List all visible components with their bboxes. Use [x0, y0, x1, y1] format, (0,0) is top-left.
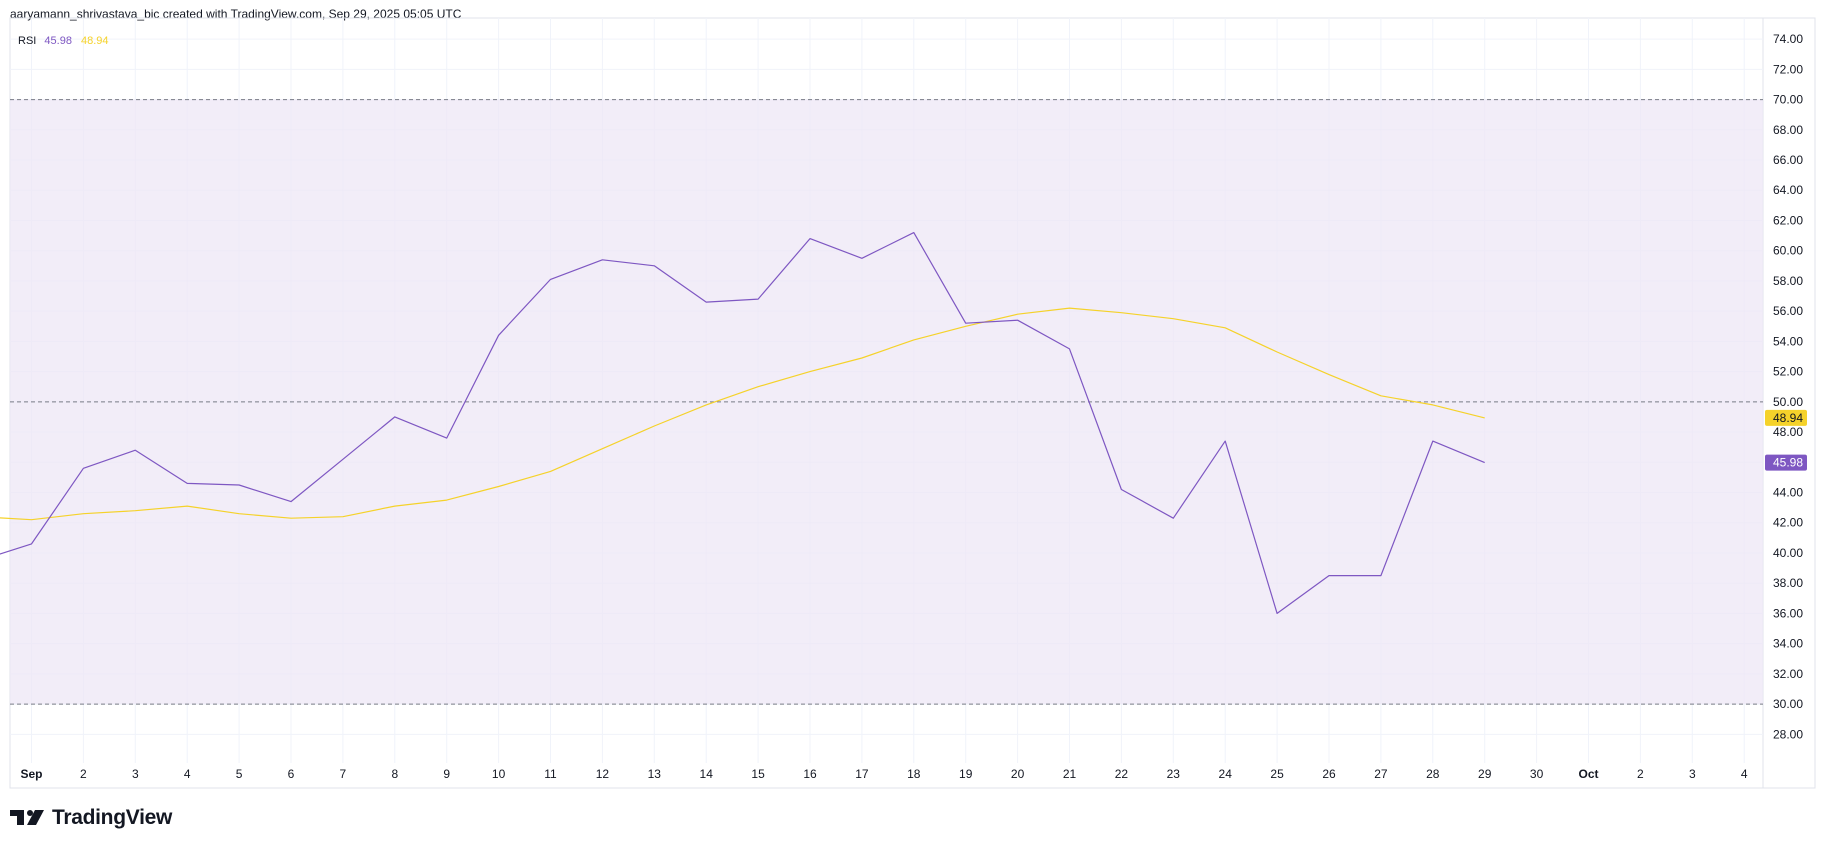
- x-tick-label: 15: [751, 767, 765, 781]
- y-tick-label: 68.00: [1773, 123, 1803, 137]
- rsi-ma-line: [0, 307, 1485, 521]
- last-value-badge: [1765, 454, 1807, 471]
- x-tick-label: 2: [1637, 767, 1644, 781]
- x-tick-label: 5: [236, 767, 243, 781]
- last-value-text: 45.98: [1773, 456, 1803, 470]
- x-tick-label: 29: [1478, 767, 1492, 781]
- x-tick-label: 14: [700, 767, 714, 781]
- x-tick-label: 13: [648, 767, 662, 781]
- y-tick-label: 62.00: [1773, 213, 1803, 227]
- x-tick-label: 30: [1530, 767, 1544, 781]
- x-tick-label: 9: [443, 767, 450, 781]
- y-tick-label: 56.00: [1773, 304, 1803, 318]
- x-tick-label: 10: [492, 767, 506, 781]
- y-tick-label: 74.00: [1773, 32, 1803, 46]
- rsi-line: [0, 232, 1485, 615]
- legend-indicator-name: RSI: [18, 35, 37, 47]
- y-tick-label: 34.00: [1773, 637, 1803, 651]
- x-tick-label: 27: [1374, 767, 1388, 781]
- y-tick-label: 30.00: [1773, 697, 1803, 711]
- x-tick-label: 16: [803, 767, 817, 781]
- x-tick-label: Oct: [1578, 767, 1598, 781]
- x-tick-label: 11: [544, 767, 557, 781]
- tradingview-wordmark: TradingView: [52, 806, 173, 829]
- y-tick-label: 48.00: [1773, 425, 1803, 439]
- x-tick-label: 19: [959, 767, 973, 781]
- x-tick-label: 7: [340, 767, 347, 781]
- x-tick-label: 25: [1270, 767, 1284, 781]
- x-tick-label: 4: [1741, 767, 1748, 781]
- y-tick-label: 52.00: [1773, 365, 1803, 379]
- rsi-chart[interactable]: Sep 2 3 4 5 6 7 8 9 10 11 12 13 14 15 16 17 18 19 20 21 22 23 2…: [0, 0, 1825, 800]
- last-value-text: 48.94: [1773, 411, 1803, 425]
- y-tick-label: 64.00: [1773, 183, 1803, 197]
- y-tick-label: 28.00: [1773, 727, 1803, 741]
- x-tick-label: 17: [855, 767, 869, 781]
- x-tick-label: 28: [1426, 767, 1440, 781]
- indicator-legend[interactable]: RSI 45.98 48.94: [18, 35, 109, 47]
- y-tick-label: 60.00: [1773, 244, 1803, 258]
- y-tick-label: 50.00: [1773, 395, 1803, 409]
- legend-ma-value: 48.94: [81, 35, 109, 47]
- y-axis: 74.00 72.00 70.00 68.00 66.00 64.00 62.00 60.00…: [1773, 32, 1803, 741]
- y-tick-label: 42.00: [1773, 516, 1803, 530]
- y-tick-label: 44.00: [1773, 486, 1803, 500]
- x-tick-label: 22: [1115, 767, 1129, 781]
- y-tick-label: 66.00: [1773, 153, 1803, 167]
- x-tick-label: 26: [1322, 767, 1336, 781]
- tradingview-logo-icon: [10, 810, 44, 825]
- x-tick-label: 8: [391, 767, 398, 781]
- y-tick-label: 32.00: [1773, 667, 1803, 681]
- x-axis: Sep 2 3 4 5 6 7 8 9 10 11 12 13 14 15 16 17 18 19 20 21 22 23 2…: [20, 767, 1747, 781]
- x-tick-label: 24: [1219, 767, 1233, 781]
- y-tick-label: 38.00: [1773, 576, 1803, 590]
- x-tick-label: 3: [1689, 767, 1696, 781]
- x-tick-label: 12: [596, 767, 610, 781]
- band-layer: [10, 99, 1763, 705]
- y-tick-label: 36.00: [1773, 606, 1803, 620]
- x-tick-label: 2: [80, 767, 87, 781]
- y-tick-label: 54.00: [1773, 334, 1803, 348]
- x-tick-label: 18: [907, 767, 921, 781]
- y-tick-label: 58.00: [1773, 274, 1803, 288]
- y-tick-label: 70.00: [1773, 93, 1803, 107]
- tradingview-logo[interactable]: TradingView: [10, 806, 172, 830]
- x-tick-label: 21: [1063, 767, 1077, 781]
- x-tick-label: 6: [288, 767, 295, 781]
- last-value-badge: [1765, 409, 1807, 426]
- x-tick-label: Sep: [20, 767, 42, 781]
- x-tick-label: 23: [1167, 767, 1181, 781]
- x-tick-label: 4: [184, 767, 191, 781]
- series-layer: [0, 232, 1485, 615]
- y-tick-label: 40.00: [1773, 546, 1803, 560]
- y-tick-label: 72.00: [1773, 62, 1803, 76]
- x-tick-label: 20: [1011, 767, 1025, 781]
- last-value-labels: 48.94 45.98: [1765, 409, 1807, 471]
- legend-rsi-value: 45.98: [44, 35, 72, 47]
- x-tick-label: 3: [132, 767, 139, 781]
